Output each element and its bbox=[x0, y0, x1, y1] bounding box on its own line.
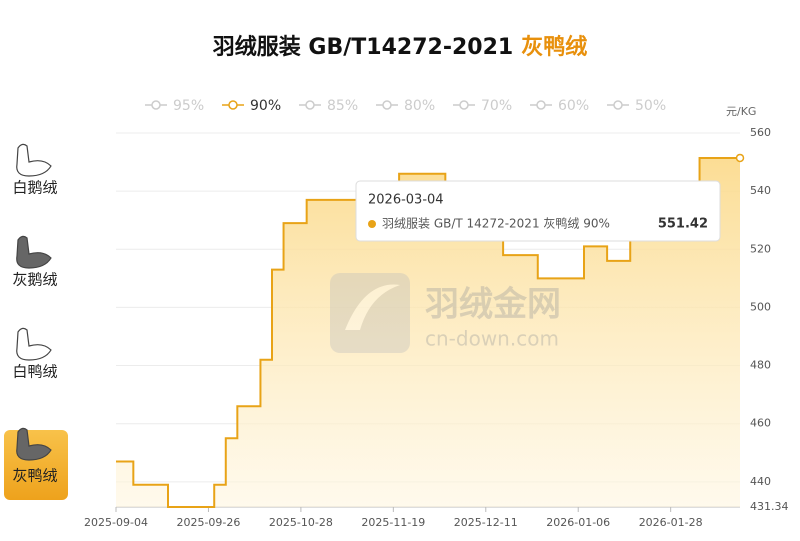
legend-symbol bbox=[536, 100, 546, 110]
tooltip-dot bbox=[368, 220, 376, 228]
x-tick-label: 2025-09-04 bbox=[84, 516, 148, 529]
tooltip-series: 羽绒服装 GB/T 14272-2021 灰鸭绒 90% bbox=[382, 217, 610, 231]
y-unit: 元/KG bbox=[726, 105, 756, 118]
title-highlight: 灰鸭绒 bbox=[521, 34, 587, 60]
x-tick-label: 2025-12-11 bbox=[454, 516, 518, 529]
sidebar-label: 灰鸭绒 bbox=[12, 467, 57, 485]
sidebar-label: 白鸭绒 bbox=[12, 363, 57, 381]
chart-title: 羽绒服装 GB/T14272-2021 灰鸭绒 bbox=[213, 34, 587, 60]
watermark-feather bbox=[345, 284, 400, 330]
legend-label: 70% bbox=[481, 98, 512, 114]
legend-item[interactable]: 60% bbox=[530, 98, 589, 114]
legend-item[interactable]: 90% bbox=[222, 98, 281, 114]
plot-area: 431.34 440 460 480 500 520 540 560 2025-09-04 202… bbox=[84, 126, 788, 529]
legend-item[interactable]: 50% bbox=[607, 98, 666, 114]
y-tick-label: 431.34 bbox=[750, 500, 789, 513]
legend-symbol bbox=[459, 100, 469, 110]
legend-symbol bbox=[151, 100, 161, 110]
legend: 95% 90% 85% 80% 70% 60% 50% bbox=[145, 98, 666, 114]
legend-symbol bbox=[382, 100, 392, 110]
goose-icon bbox=[16, 327, 52, 361]
goose-icon bbox=[16, 143, 52, 177]
legend-label: 50% bbox=[635, 98, 666, 114]
goose-icon bbox=[16, 427, 52, 461]
legend-symbol bbox=[613, 100, 623, 110]
x-tick-label: 2025-09-26 bbox=[176, 516, 240, 529]
y-tick-label: 500 bbox=[750, 300, 771, 313]
watermark: 羽绒金网 cn-down.com bbox=[330, 273, 561, 353]
watermark-url: cn-down.com bbox=[425, 327, 559, 351]
y-tick-label: 560 bbox=[750, 126, 771, 139]
legend-label: 85% bbox=[327, 98, 358, 114]
y-tick-label: 440 bbox=[750, 475, 771, 488]
legend-label: 80% bbox=[404, 98, 435, 114]
legend-label: 90% bbox=[250, 98, 281, 114]
sidebar-label: 灰鹅绒 bbox=[12, 271, 57, 289]
y-tick-label: 540 bbox=[750, 184, 771, 197]
legend-symbol bbox=[305, 100, 315, 110]
y-tick-label: 480 bbox=[750, 359, 771, 372]
x-tick-label: 2026-01-06 bbox=[546, 516, 610, 529]
x-tick-label: 2025-11-19 bbox=[361, 516, 425, 529]
sidebar-item[interactable]: 白鹅绒 bbox=[12, 143, 58, 197]
tooltip-value: 551.42 bbox=[658, 217, 708, 232]
title-main: 羽绒服装 GB/T14272-2021 bbox=[213, 34, 513, 60]
area bbox=[116, 157, 740, 507]
sidebar-item[interactable]: 白鸭绒 bbox=[12, 327, 58, 381]
y-tick-label: 520 bbox=[750, 242, 771, 255]
watermark-name: 羽绒金网 bbox=[425, 285, 561, 325]
x-tick-label: 2025-10-28 bbox=[269, 516, 333, 529]
sidebar-label: 白鹅绒 bbox=[12, 179, 57, 197]
legend-item[interactable]: 80% bbox=[376, 98, 435, 114]
legend-label: 60% bbox=[558, 98, 589, 114]
end-point bbox=[735, 153, 745, 163]
sidebar-item[interactable]: 灰鹅绒 bbox=[12, 235, 58, 289]
y-tick-label: 460 bbox=[750, 417, 771, 430]
line bbox=[116, 156, 740, 508]
legend-symbol bbox=[228, 100, 238, 110]
sidebar-item[interactable]: 灰鸭绒 bbox=[4, 427, 68, 500]
tooltip-date: 2026-03-04 bbox=[368, 193, 444, 208]
goose-icon bbox=[16, 235, 52, 269]
legend-label: 95% bbox=[173, 98, 204, 114]
active-bg bbox=[4, 430, 68, 500]
legend-item[interactable]: 70% bbox=[453, 98, 512, 114]
x-tick-label: 2026-01-28 bbox=[639, 516, 703, 529]
watermark-logo bbox=[330, 273, 410, 353]
legend-item[interactable]: 95% bbox=[145, 98, 204, 114]
tooltip: 2026-03-04 羽绒服装 GB/T 14272-2021 灰鸭绒 90% … bbox=[355, 180, 721, 242]
legend-item[interactable]: 85% bbox=[299, 98, 358, 114]
tooltip-box bbox=[355, 180, 721, 242]
